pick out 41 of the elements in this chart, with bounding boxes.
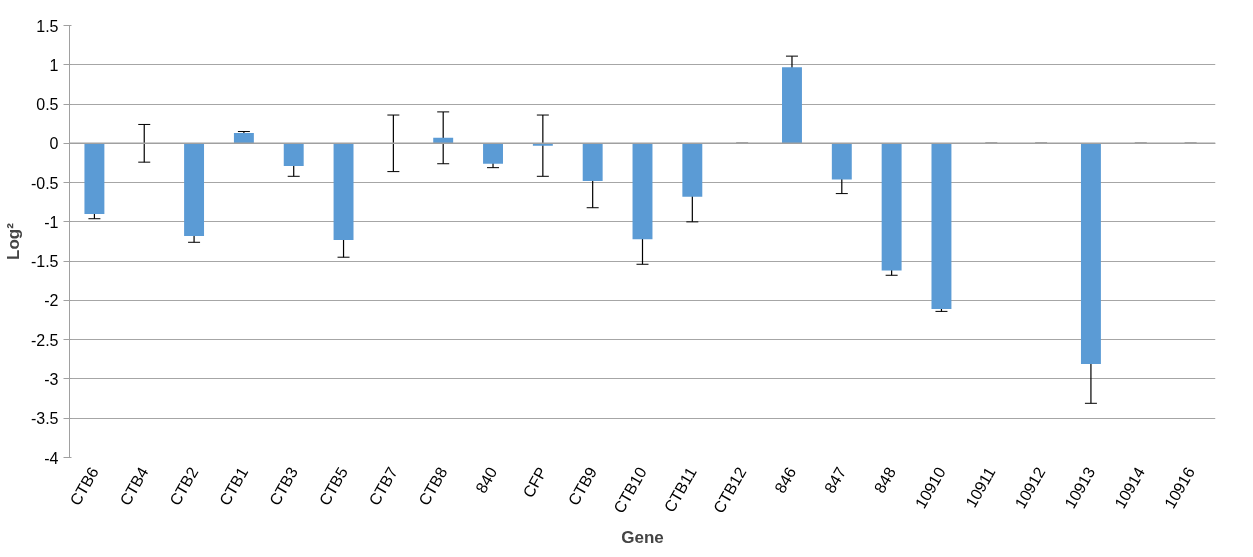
x-tick-label: CTB7 (365, 464, 401, 509)
y-tick-label: -1.5 (30, 253, 59, 271)
x-tick-label: 846 (771, 464, 800, 496)
bar (881, 143, 902, 271)
y-tick-label: -3.5 (30, 410, 59, 428)
bar (233, 133, 254, 144)
y-tick-label: -2 (44, 292, 59, 310)
bar (632, 143, 653, 240)
y-axis-title: Log² (3, 222, 23, 260)
bar (931, 143, 952, 310)
x-tick-label: 847 (821, 464, 850, 496)
x-tick-label: CTB8 (415, 464, 451, 509)
bar (283, 143, 304, 167)
x-tick-label: CTB6 (66, 464, 102, 509)
bar (1080, 143, 1101, 365)
x-tick-label: 840 (472, 464, 501, 496)
y-tick-label: -1 (44, 213, 59, 231)
x-axis-title: Gene (621, 528, 664, 548)
x-tick-label: CFP (519, 464, 551, 501)
x-tick-label: CTB5 (315, 464, 351, 509)
bar (582, 143, 603, 182)
bar (483, 143, 503, 164)
x-tick-label: CTB3 (265, 464, 302, 509)
y-tick-label: -4 (44, 449, 59, 467)
bar (184, 143, 205, 236)
bar (831, 143, 852, 180)
bar (333, 143, 354, 240)
y-tick-label: 0.5 (36, 96, 59, 114)
bar (84, 143, 105, 215)
x-tick-label: CTB9 (564, 464, 601, 509)
y-tick-label: -3 (44, 370, 59, 388)
bar (682, 143, 703, 197)
x-tick-label: 848 (870, 464, 900, 496)
bar (433, 137, 454, 144)
y-tick-label: 1.5 (36, 17, 59, 35)
x-tick-label: CTB4 (116, 464, 152, 509)
y-tick-label: 1 (49, 56, 59, 74)
y-tick-label: 0 (49, 135, 59, 153)
y-tick-label: -2.5 (30, 331, 59, 349)
bar (782, 67, 802, 144)
y-tick-label: -0.5 (30, 174, 59, 192)
